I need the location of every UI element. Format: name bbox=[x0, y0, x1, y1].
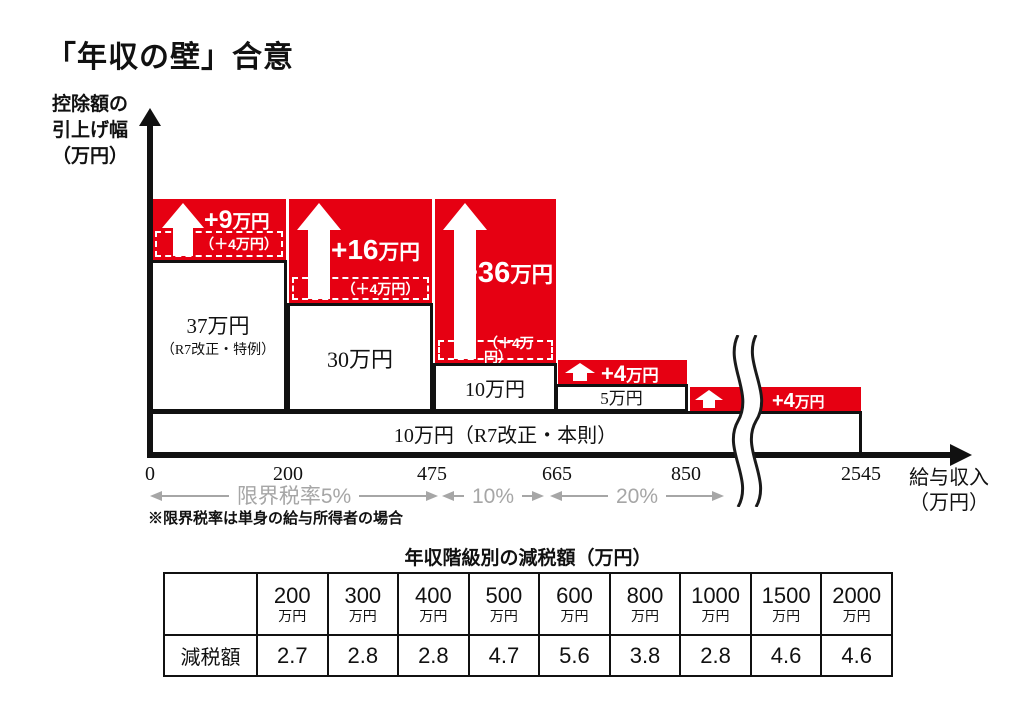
arrowhead-right-icon bbox=[426, 491, 439, 501]
up-arrow-icon bbox=[695, 390, 723, 408]
increase-label: +36万円 bbox=[461, 257, 554, 289]
step-label: 30万円 bbox=[326, 346, 393, 372]
x-tick-200: 200 bbox=[273, 463, 303, 485]
x-axis-line bbox=[147, 452, 955, 458]
table-value-cell: 2.8 bbox=[679, 634, 752, 677]
deduction-step-200-475: 30万円 bbox=[287, 303, 433, 412]
x-tick-475: 475 bbox=[417, 463, 447, 485]
y-axis-arrowhead-icon bbox=[139, 108, 161, 126]
table-col-header: 600 万円 bbox=[538, 572, 611, 636]
arrowhead-right-icon bbox=[712, 491, 724, 501]
axis-break-wave-icon bbox=[731, 335, 764, 507]
increase-label: +4万円 bbox=[772, 390, 825, 412]
x-tick-2545: 2545 bbox=[841, 463, 881, 485]
deduction-step-0-200: 37万円 （R7改正・特例） bbox=[149, 260, 287, 412]
table-value-cell: 3.8 bbox=[608, 634, 682, 677]
arrowhead-left-icon bbox=[150, 491, 162, 501]
increase-label: +9万円 bbox=[204, 206, 270, 234]
table-corner-cell bbox=[163, 572, 258, 636]
table-value-cell: 4.7 bbox=[467, 634, 541, 677]
x-axis-label: 給与収入 （万円） bbox=[909, 467, 989, 514]
tax-rate-label: 20% bbox=[615, 484, 659, 508]
initial-proposal-box: （＋4万円） bbox=[438, 336, 553, 364]
step-label: 10万円 bbox=[465, 379, 525, 401]
table-value-cell: 2.7 bbox=[256, 634, 329, 677]
tax-rate-segment-10pct: 10% bbox=[442, 484, 544, 508]
increase-label: +16万円 bbox=[331, 234, 420, 265]
table-title: 年収階級別の減税額（万円） bbox=[404, 548, 652, 569]
up-arrow-icon bbox=[565, 363, 595, 381]
up-arrow-icon bbox=[297, 203, 341, 299]
increase-block-850-2545: +4万円 bbox=[690, 387, 861, 411]
table-row-label: 減税額 bbox=[163, 634, 258, 677]
table-col-header: 1500 万円 bbox=[749, 572, 823, 636]
increase-label: +4万円 bbox=[601, 361, 659, 386]
arrowhead-left-icon bbox=[442, 491, 454, 501]
x-axis-arrowhead-icon bbox=[950, 444, 972, 466]
step-label: 37万円 bbox=[186, 313, 250, 338]
table-value-row: 減税額 2.7 2.8 2.8 4.7 5.6 3.8 2.8 4.6 4.6 bbox=[163, 634, 893, 677]
up-arrow-icon bbox=[162, 203, 204, 256]
y-axis-label: 控除額の 引上げ幅 （万円） bbox=[52, 94, 129, 167]
table-col-header: 200 万円 bbox=[256, 572, 329, 636]
table-col-header: 800 万円 bbox=[608, 572, 682, 636]
tax-rate-label: 10% bbox=[471, 484, 515, 508]
table-header-row: 200 万円 300 万円 400 万円 500 万円 600 万円 800 万円 1000… bbox=[163, 572, 893, 636]
increase-block-475-665: +36万円 （＋4万円） bbox=[435, 199, 556, 364]
table-value-cell: 4.6 bbox=[820, 634, 893, 677]
initial-proposal-box: （＋4万円） bbox=[292, 277, 429, 300]
tax-rate-segment-20pct: 20% bbox=[550, 484, 724, 508]
tax-rate-label: 限界税率5% bbox=[236, 484, 352, 508]
table-value-cell: 2.8 bbox=[397, 634, 470, 677]
deduction-step-665-850: 5万円 bbox=[555, 384, 688, 412]
table-value-cell: 4.6 bbox=[749, 634, 823, 677]
step-label: 5万円 bbox=[600, 388, 643, 408]
tax-reduction-table: 200 万円 300 万円 400 万円 500 万円 600 万円 800 万円 1000… bbox=[163, 572, 893, 677]
arrowhead-left-icon bbox=[550, 491, 562, 501]
initial-proposal-box: （＋4万円） bbox=[155, 231, 283, 257]
up-arrow-icon bbox=[443, 203, 487, 359]
x-tick-0: 0 bbox=[145, 463, 155, 485]
table-col-header: 300 万円 bbox=[326, 572, 400, 636]
table-value-cell: 2.8 bbox=[326, 634, 400, 677]
table-col-header: 1000 万円 bbox=[679, 572, 752, 636]
increase-block-200-475: +16万円 （＋4万円） bbox=[289, 199, 432, 303]
table-value-cell: 5.6 bbox=[538, 634, 611, 677]
deduction-step-475-665: 10万円 bbox=[433, 363, 557, 412]
y-axis-line bbox=[147, 124, 153, 458]
page-title: 「年収の壁」合意 bbox=[46, 41, 294, 74]
table-col-header: 400 万円 bbox=[397, 572, 470, 636]
tax-rate-segment-5pct: 限界税率5% bbox=[150, 484, 439, 508]
step-sublabel: （R7改正・特例） bbox=[160, 342, 276, 358]
x-tick-850: 850 bbox=[671, 463, 701, 485]
footnote: ※限界税率は単身の給与所得者の場合 bbox=[148, 510, 404, 527]
base-bar-label: 10万円（R7改正・本則） bbox=[393, 424, 618, 447]
increase-block-665-850: +4万円 bbox=[558, 360, 687, 386]
arrowhead-right-icon bbox=[532, 491, 544, 501]
table-col-header: 500 万円 bbox=[467, 572, 541, 636]
increase-block-0-200: +9万円 （＋4万円） bbox=[152, 199, 286, 260]
x-tick-665: 665 bbox=[542, 463, 572, 485]
table-col-header: 2000 万円 bbox=[820, 572, 893, 636]
